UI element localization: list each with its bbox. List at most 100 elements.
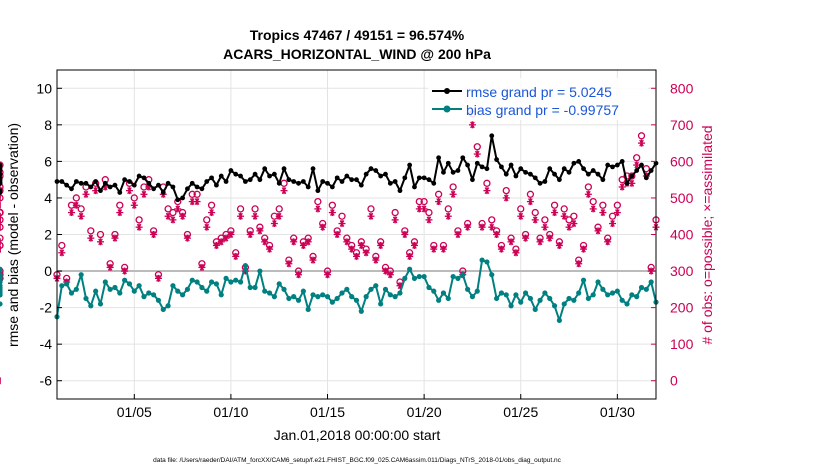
obs-possible-point — [207, 201, 216, 209]
bias-point — [117, 290, 123, 296]
obs-assimilated-point — [183, 234, 191, 242]
rmse-point — [209, 175, 214, 181]
rmse-point — [223, 179, 229, 184]
rmse-point — [199, 186, 205, 192]
rmse-point — [131, 182, 137, 188]
obs-assimilated-point — [169, 216, 177, 224]
bias-point — [436, 297, 442, 303]
rmse-point — [547, 166, 553, 172]
obs-possible-point — [599, 201, 607, 209]
bias-point — [146, 290, 152, 296]
obs-possible-point — [130, 194, 138, 202]
bias-point — [266, 290, 273, 296]
bias-point — [213, 281, 220, 287]
obs-assimilated-point — [270, 220, 278, 228]
rmse-point — [0, 190, 3, 195]
bias-point — [291, 294, 297, 300]
bias-point — [252, 284, 258, 291]
obs-possible-point — [526, 190, 535, 198]
legend: rmse grand pr = 5.0245 bias grand pr = -… — [428, 78, 648, 120]
rmse-point — [629, 173, 635, 179]
obs-assimilated-point — [468, 121, 476, 129]
bias-point — [576, 290, 582, 296]
bias-point — [503, 292, 509, 298]
obs-assimilated-point — [164, 212, 172, 220]
rmse-point — [214, 182, 219, 188]
bias-point — [107, 286, 113, 292]
rmse-point — [136, 173, 142, 179]
rmse-point — [513, 173, 519, 179]
rmse-point — [339, 179, 345, 184]
y-right-tick-label: 200 — [670, 300, 694, 316]
y-left-tick-label: 10 — [36, 80, 52, 96]
bias-point — [160, 306, 166, 313]
y-right-tick-label: 400 — [670, 227, 694, 243]
bias-point — [382, 286, 389, 292]
obs-possible-point — [560, 205, 568, 213]
rmse-point — [445, 160, 451, 166]
bias-point — [179, 292, 186, 298]
y-left-tick-label: -6 — [40, 373, 53, 389]
y-left-tick-label: 6 — [44, 153, 52, 169]
obs-assimilated-point — [92, 187, 100, 195]
obs-assimilated-point — [212, 241, 220, 249]
obs-possible-point — [531, 208, 539, 217]
rmse-point — [151, 186, 157, 192]
x-tick-label: 01/25 — [503, 404, 538, 420]
bias-point — [73, 286, 79, 292]
obs-assimilated-point — [150, 231, 158, 238]
rmse-point — [581, 166, 586, 172]
rmse-point — [474, 160, 480, 166]
rmse-point — [585, 171, 591, 177]
obs-assimilated-point — [343, 238, 351, 246]
rmse-point — [262, 166, 268, 172]
bias-point — [474, 288, 480, 294]
obs-possible-point — [77, 205, 85, 213]
chart-title-line1: Tropics 47467 / 49151 = 96.574% — [250, 27, 465, 43]
bias-point — [629, 292, 635, 298]
rmse-point — [252, 171, 258, 177]
rmse-point — [59, 179, 65, 184]
bias-point — [634, 294, 640, 300]
legend-bias-marker — [443, 105, 451, 113]
bias-point — [402, 275, 408, 281]
obs-assimilated-point — [386, 271, 394, 279]
bias-point — [170, 283, 176, 289]
rmse-point — [605, 162, 611, 168]
rmse-point — [117, 190, 123, 195]
obs-possible-point — [314, 197, 322, 206]
bias-point — [638, 284, 645, 291]
rmse-point — [431, 180, 437, 186]
rmse-point — [416, 175, 422, 181]
bias-point — [455, 275, 461, 281]
obs-assimilated-point — [473, 150, 481, 158]
bias-point — [102, 279, 108, 285]
bias-point — [184, 286, 191, 292]
bias-point — [131, 288, 137, 294]
obs-assimilated-point — [357, 241, 365, 249]
obs-assimilated-point — [420, 205, 428, 213]
x-tick-label: 01/20 — [407, 404, 442, 420]
rmse-point — [238, 173, 243, 179]
obs-assimilated-point — [67, 209, 75, 217]
obs-assimilated-point — [256, 227, 264, 235]
obs-assimilated-point — [604, 238, 612, 246]
rmse-point — [69, 186, 74, 192]
bias-point — [189, 277, 195, 283]
rmse-point — [194, 184, 200, 190]
obs-assimilated-point — [348, 245, 356, 253]
bias-point — [556, 317, 562, 324]
bias-point — [643, 286, 649, 292]
bias-point — [218, 292, 224, 298]
bias-point — [0, 301, 3, 307]
rmse-point — [600, 177, 606, 183]
obs-possible-point — [628, 172, 636, 180]
bias-point — [542, 290, 548, 296]
rmse-point — [165, 180, 171, 186]
obs-possible-point — [0, 216, 4, 224]
obs-possible-point — [236, 205, 245, 213]
obs-possible-point — [488, 216, 496, 224]
obs-assimilated-point — [580, 245, 588, 253]
rmse-point — [479, 164, 485, 170]
obs-assimilated-point — [246, 231, 254, 238]
